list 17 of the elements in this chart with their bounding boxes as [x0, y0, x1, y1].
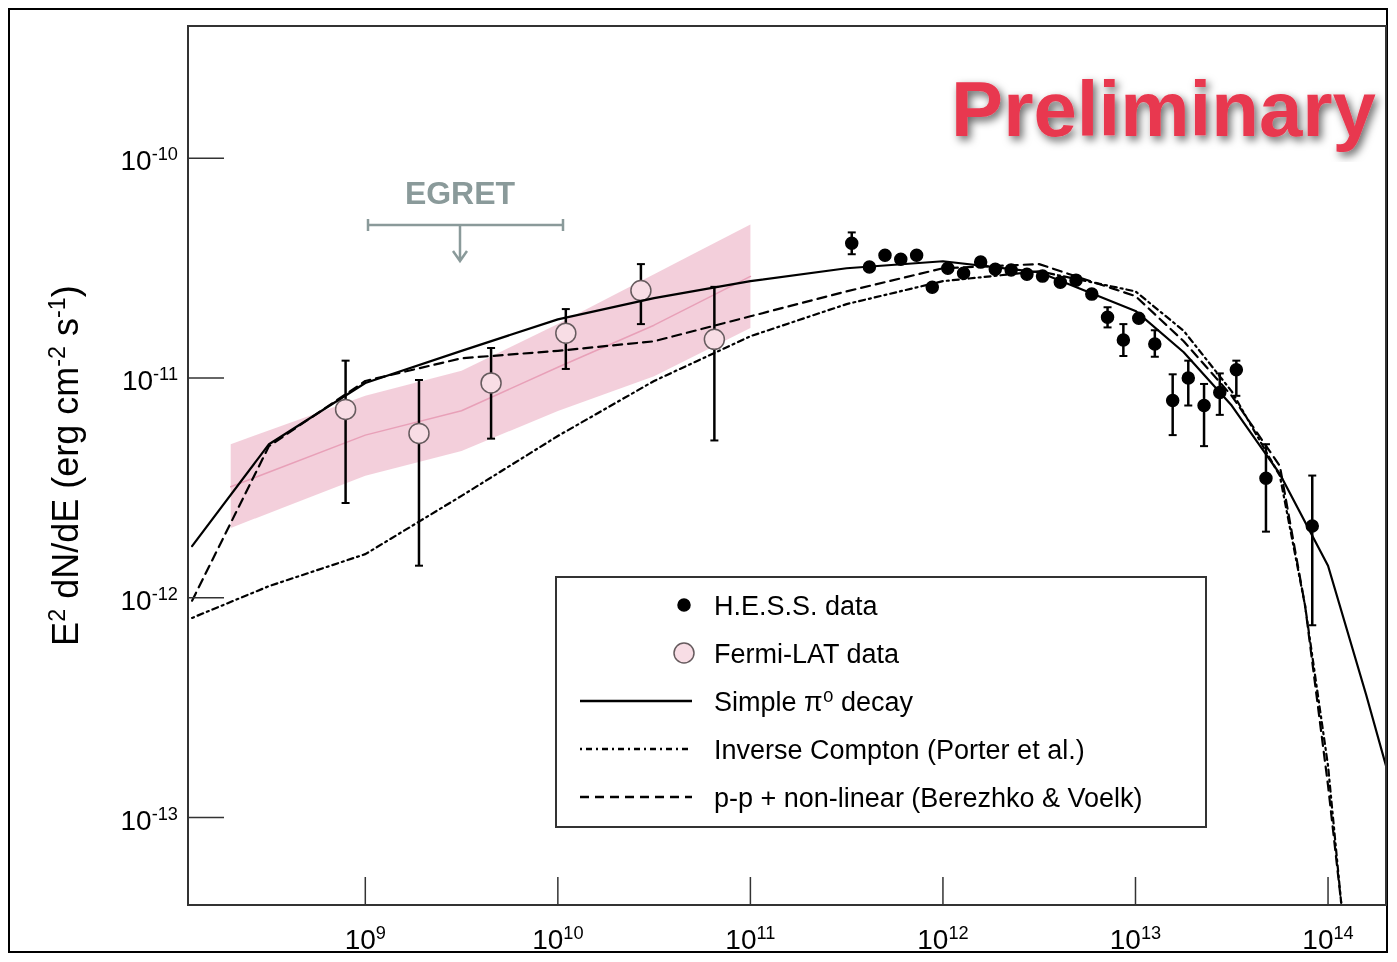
x-tick-label: 10$^{12}$: [917, 923, 969, 955]
annotation: Preliminary: [951, 65, 1376, 153]
y-tick-label: 10$^{-13}$: [120, 803, 178, 836]
x-tick-label: 10$^{14}$: [1302, 923, 1354, 955]
y-tick-label: 10$^{-11}$: [121, 364, 178, 397]
y-tick-label: 10$^{-10}$: [120, 144, 178, 177]
annotation: EGRET: [404, 175, 516, 211]
x-tick-label: 10$^{9}$: [344, 923, 386, 955]
y-tick-label: 10$^{-12}$: [120, 583, 178, 616]
legend-label: H.E.S.S. data: [714, 591, 879, 621]
x-tick-label: 10$^{10}$: [532, 923, 584, 955]
legend-label: p-p + non-linear (Berezhko & Voelk): [714, 783, 1143, 813]
x-tick-label: 10$^{13}$: [1109, 923, 1162, 955]
legend-label: Inverse Compton (Porter et al.): [714, 735, 1085, 765]
x-tick-label: 10$^{11}$: [725, 923, 776, 955]
legend-label: Simple π⁰ decay: [714, 687, 914, 717]
legend-label: Fermi-LAT data: [714, 639, 901, 669]
